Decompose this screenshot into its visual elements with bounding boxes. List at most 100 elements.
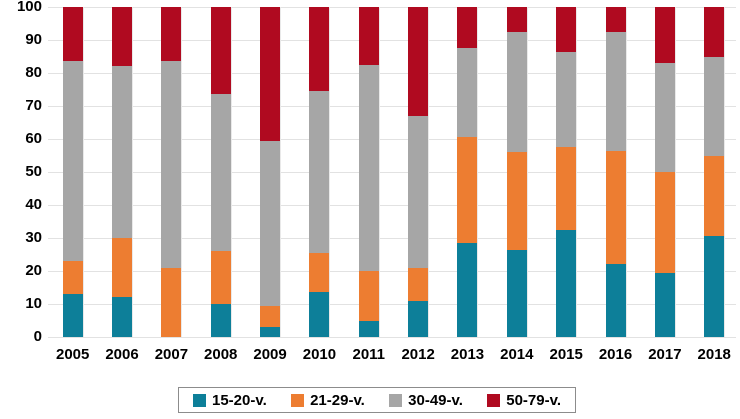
x-tick-label: 2008 <box>204 346 238 363</box>
legend-swatch-icon <box>487 393 501 407</box>
bar-segment-1520v-2010 <box>309 292 330 337</box>
bar-segment-1520v-2009 <box>260 327 281 337</box>
bar-segment-2129v-2013 <box>457 137 478 243</box>
bar-segment-3049v-2010 <box>309 91 330 253</box>
y-tick-label: 100 <box>16 0 42 15</box>
grid-line-x <box>280 7 282 337</box>
bar-segment-5079v-2018 <box>704 7 725 57</box>
bar-segment-3049v-2014 <box>506 31 527 153</box>
y-tick-label: 10 <box>25 295 42 312</box>
grid-line-x <box>576 7 578 337</box>
bar-segment-5079v-2016 <box>605 7 626 32</box>
bar-segment-3049v-2016 <box>605 31 626 151</box>
grid-line-x <box>181 7 183 337</box>
x-tick-label: 2005 <box>55 346 90 363</box>
y-tick-label: 0 <box>33 328 42 345</box>
bar-segment-5079v-2011 <box>358 7 379 65</box>
x-tick-label: 2006 <box>105 346 139 363</box>
bar-segment-5079v-2014 <box>506 7 527 32</box>
bar-segment-2129v-2012 <box>408 267 429 301</box>
grid-line-x <box>82 7 84 337</box>
x-tick-label: 2017 <box>648 346 682 363</box>
y-tick-label: 70 <box>25 97 42 114</box>
bar-segment-1520v-2018 <box>704 236 725 337</box>
grid-line-x <box>428 7 430 337</box>
y-tick-label: 20 <box>25 262 42 279</box>
x-tick-label: 2012 <box>401 346 435 363</box>
grid-line-y30 <box>48 237 736 239</box>
grid-line-y80 <box>48 72 736 74</box>
y-tick-label: 40 <box>25 196 42 213</box>
legend-swatch-icon <box>193 393 206 407</box>
x-tick-label: 2016 <box>598 346 633 363</box>
bar-segment-5079v-2005 <box>62 7 83 62</box>
bar-segment-3049v-2009 <box>260 140 281 306</box>
bar-segment-3049v-2007 <box>161 61 182 268</box>
grid-line-y90 <box>48 39 736 41</box>
x-tick-label: 2014 <box>500 346 534 363</box>
bar-segment-2129v-2018 <box>704 155 725 237</box>
legend-item-2129v: 21-29-v. <box>291 392 365 409</box>
legend-label: 21-29-v. <box>310 391 365 409</box>
bar-segment-3049v-2015 <box>556 51 577 148</box>
bar-segment-1520v-2008 <box>210 304 231 337</box>
x-tick-label: 2011 <box>352 346 386 363</box>
bar-segment-3049v-2006 <box>112 66 133 238</box>
bar-segment-5079v-2013 <box>457 7 478 49</box>
grid-line-x <box>230 7 232 337</box>
grid-line-x <box>724 7 726 337</box>
grid-line-y10 <box>48 303 736 305</box>
y-tick-label: 80 <box>25 64 42 81</box>
bar-segment-1520v-2006 <box>112 297 133 337</box>
legend-label: 30-49-v. <box>408 391 463 409</box>
bar-segment-2129v-2007 <box>161 267 182 337</box>
bar-segment-1520v-2017 <box>654 272 675 337</box>
bar-segment-1520v-2015 <box>556 229 577 337</box>
legend: 15-20-v. 21-29-v. 30-49-v. 50-79-v. <box>178 387 576 413</box>
bar-segment-2129v-2009 <box>260 305 281 328</box>
bar-segment-2129v-2006 <box>112 238 133 298</box>
grid-line-x <box>625 7 627 337</box>
bar-segment-1520v-2005 <box>62 294 83 337</box>
legend-swatch-icon <box>389 393 403 407</box>
x-tick-label: 2013 <box>450 346 485 363</box>
bar-segment-2129v-2010 <box>309 252 330 293</box>
bar-segment-1520v-2012 <box>408 300 429 337</box>
grid-line-x <box>329 7 331 337</box>
grid-line-y60 <box>48 138 736 140</box>
grid-line-y100 <box>48 6 736 8</box>
legend-item-5079v: 50-79-v. <box>487 392 561 409</box>
bar-segment-5079v-2012 <box>408 7 429 116</box>
bar-segment-3049v-2013 <box>457 48 478 138</box>
y-tick-label: 90 <box>25 31 42 48</box>
x-tick-label: 2018 <box>697 346 731 363</box>
bar-segment-5079v-2007 <box>161 7 182 62</box>
x-tick-label: 2015 <box>549 346 583 363</box>
bar-segment-3049v-2018 <box>704 56 725 156</box>
bar-segment-5079v-2017 <box>654 7 675 64</box>
grid-line-x <box>378 7 380 337</box>
grid-line-x <box>477 7 479 337</box>
bar-segment-3049v-2011 <box>358 64 379 271</box>
bar-segment-2129v-2016 <box>605 150 626 265</box>
x-tick-label: 2009 <box>253 346 287 363</box>
grid-line-y50 <box>48 171 736 173</box>
x-tick-label: 2010 <box>302 346 337 363</box>
bar-segment-1520v-2013 <box>457 242 478 337</box>
grid-line-x <box>526 7 528 337</box>
bar-segment-2129v-2008 <box>210 251 231 304</box>
grid-line-y0 <box>48 336 736 338</box>
legend-label: 15-20-v. <box>212 391 267 409</box>
bar-segment-2129v-2015 <box>556 147 577 230</box>
bar-segment-2129v-2011 <box>358 271 379 321</box>
bar-segment-5079v-2015 <box>556 7 577 52</box>
bar-segment-5079v-2006 <box>112 7 133 67</box>
bar-segment-2129v-2005 <box>62 261 83 295</box>
bar-segment-3049v-2017 <box>654 63 675 172</box>
bar-segment-3049v-2012 <box>408 115 429 268</box>
grid-line-x <box>132 7 134 337</box>
grid-line-y70 <box>48 105 736 107</box>
bar-segment-1520v-2016 <box>605 264 626 337</box>
bar-segment-3049v-2005 <box>62 61 83 262</box>
